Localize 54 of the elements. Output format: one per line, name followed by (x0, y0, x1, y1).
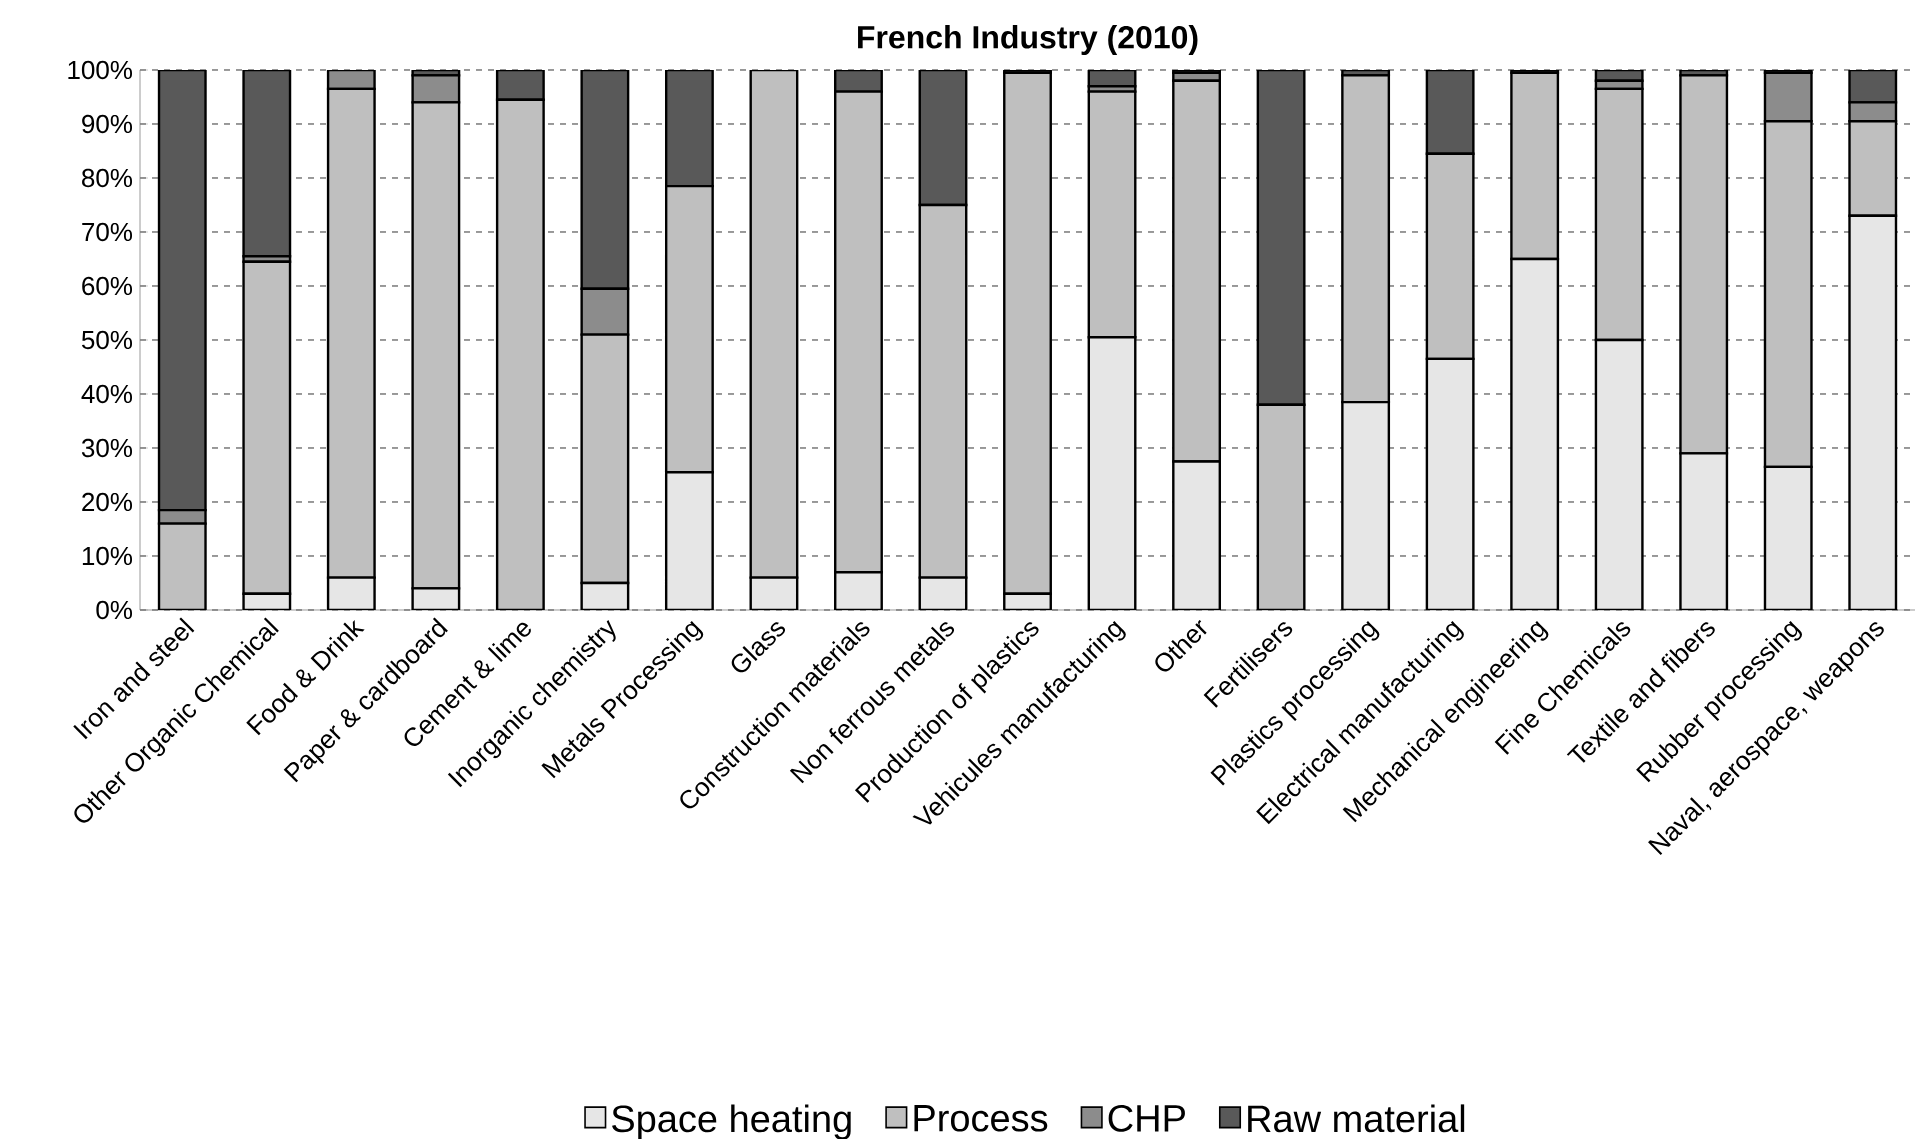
bar (495, 98, 545, 610)
bar (1256, 69, 1306, 406)
bar (157, 69, 207, 512)
bar (1425, 357, 1475, 610)
legend-label: Process (914, 1105, 1048, 1132)
bar (1172, 460, 1222, 610)
bar (664, 471, 714, 610)
bar (1763, 120, 1813, 469)
bar (411, 101, 461, 590)
y-tick-label: 100% (68, 60, 133, 80)
bar (834, 570, 883, 610)
bar (1425, 152, 1475, 361)
bar (1679, 74, 1729, 455)
y-tick-label: 40% (81, 384, 133, 404)
bar (242, 69, 292, 258)
y-tick-label: 80% (82, 168, 133, 188)
y-tick-label: 30% (81, 438, 133, 458)
legend-label: Space heating (612, 1104, 851, 1139)
y-tick-label: 0% (96, 600, 133, 620)
bar (918, 69, 968, 207)
bar (664, 69, 714, 188)
bar (1256, 403, 1306, 610)
legend-label: Raw material (1248, 1104, 1465, 1133)
bar (1594, 87, 1644, 342)
bar (326, 87, 376, 579)
bar (1848, 214, 1898, 610)
y-tick-label: 90% (82, 114, 133, 134)
bar (1510, 257, 1560, 610)
bar (242, 260, 292, 595)
y-tick-label: 70% (82, 222, 133, 242)
bar (1594, 338, 1644, 610)
chart-title: French Industry (2010) (858, 25, 1198, 55)
y-tick-label: 20% (82, 492, 133, 512)
bar (1341, 400, 1391, 610)
bar (1763, 71, 1813, 123)
bar (1341, 74, 1391, 404)
bar (1679, 452, 1729, 610)
bar (157, 522, 207, 610)
y-tick-label: 60% (82, 276, 133, 296)
legend-label: CHP (1108, 1104, 1185, 1132)
bar (580, 333, 630, 585)
bar (1763, 465, 1813, 610)
bar (580, 69, 630, 290)
bar (1087, 336, 1137, 610)
bar (1003, 71, 1052, 595)
bar (1848, 120, 1898, 217)
bar (1425, 69, 1475, 155)
y-tick-label: 50% (81, 330, 133, 350)
bar (749, 69, 799, 579)
bar (1087, 90, 1137, 339)
bar (834, 90, 883, 574)
bar (1510, 71, 1560, 261)
bar (1172, 79, 1222, 463)
y-tick-label: 10% (82, 546, 133, 566)
